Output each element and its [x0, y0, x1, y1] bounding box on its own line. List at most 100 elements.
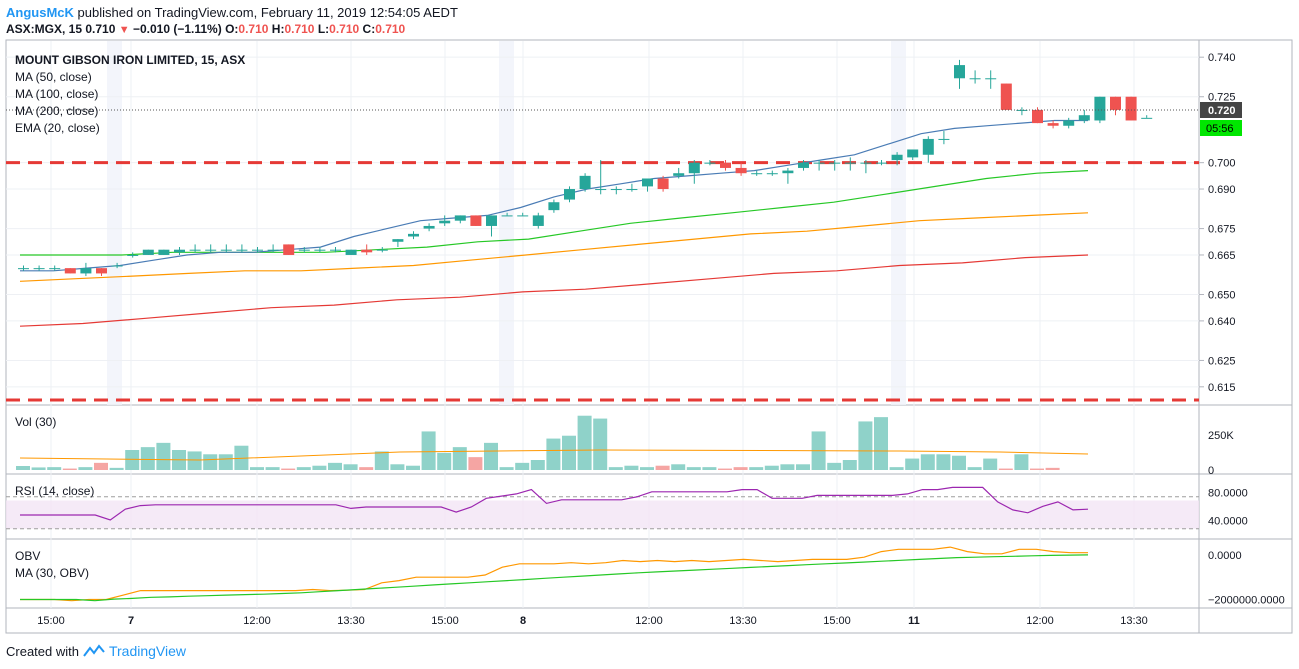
- candle-body: [704, 162, 716, 164]
- legend-ma50[interactable]: MA (50, close): [15, 70, 92, 84]
- volume-bar: [702, 467, 717, 470]
- volume-bar: [312, 465, 327, 470]
- candle-body: [408, 233, 419, 237]
- tradingview-logo-icon: [83, 644, 105, 657]
- rsi-line: [20, 486, 1089, 521]
- volume-bar: [780, 464, 795, 470]
- volume-bar: [1045, 467, 1060, 470]
- candle-body: [673, 173, 685, 176]
- session-breaks: [107, 41, 906, 405]
- session-break: [107, 41, 122, 405]
- volume-bar: [125, 450, 140, 470]
- volume-bar: [952, 455, 966, 470]
- time-tick-label: 15:00: [37, 615, 65, 627]
- time-tick-label: 15:00: [431, 615, 459, 627]
- ma50-line: [20, 170, 1089, 256]
- rsi-tick-label: 40.0000: [1208, 516, 1248, 528]
- price-tick-label: 0.690: [1208, 184, 1236, 196]
- volume-bar: [140, 447, 155, 470]
- h-label: H:: [271, 22, 285, 36]
- change-value: −0.010 (−1.11%): [132, 22, 222, 36]
- candle-body: [174, 249, 185, 253]
- moving-averages: [19, 119, 1089, 327]
- volume-bar: [577, 415, 592, 470]
- countdown-badge: [1200, 120, 1242, 136]
- candle-body: [751, 173, 763, 175]
- ema20-line: [20, 119, 1088, 272]
- volume-bar: [16, 466, 30, 470]
- candle-body: [657, 178, 669, 190]
- author-link[interactable]: AngusMcK: [6, 5, 74, 20]
- candle-body: [1032, 109, 1043, 124]
- volume-bar: [94, 462, 108, 470]
- volume-bar: [624, 465, 639, 470]
- candle-body: [1000, 83, 1012, 110]
- volume-bar: [203, 454, 218, 470]
- volume-bar: [109, 467, 124, 470]
- price-tick-label: 0.615: [1208, 382, 1236, 394]
- candle-body: [49, 268, 61, 270]
- volume-bar: [390, 464, 405, 470]
- volume-bar: [546, 438, 561, 470]
- volume-bar: [733, 467, 748, 470]
- c-value: 0.710: [375, 22, 406, 36]
- candle-body: [1016, 109, 1028, 111]
- candle-body: [392, 239, 404, 242]
- candle-body: [267, 249, 279, 251]
- candle-body: [1141, 117, 1153, 119]
- legend-ma200[interactable]: MA (200, close): [15, 104, 98, 118]
- candle-body: [844, 162, 856, 164]
- candle-body: [1078, 115, 1090, 121]
- down-arrow-icon: ▼: [118, 24, 130, 36]
- countdown-badge-text: 05:56: [1206, 123, 1234, 135]
- candle-body: [860, 162, 872, 164]
- price-tick-label: 0.625: [1208, 355, 1236, 367]
- vol-pane-label[interactable]: Vol (30): [15, 415, 56, 429]
- vol-tick-label: 0: [1208, 465, 1214, 477]
- candle-body: [907, 149, 919, 158]
- rsi-pane: [6, 486, 1199, 530]
- candle-body: [532, 215, 544, 226]
- obv-line: [20, 546, 1088, 602]
- volume-bar: [671, 464, 686, 470]
- candle-body: [595, 189, 607, 191]
- volume-bar: [47, 467, 62, 470]
- volume-bar: [250, 467, 264, 470]
- volume-bar: [281, 468, 296, 470]
- volume-bar: [1014, 454, 1029, 470]
- candle-body: [236, 249, 248, 251]
- candle-body: [298, 249, 310, 251]
- session-break: [499, 41, 514, 405]
- candle-body: [564, 189, 575, 200]
- volume-bar: [343, 464, 358, 470]
- candle-body: [18, 268, 29, 270]
- volume-bar: [936, 454, 951, 470]
- candle-body: [158, 249, 170, 255]
- candle-body: [423, 225, 435, 229]
- volume-bar: [1030, 468, 1044, 470]
- tradingview-brand[interactable]: TradingView: [108, 643, 187, 659]
- legend-ema20[interactable]: EMA (20, close): [15, 121, 100, 135]
- support-lines: [6, 161, 1199, 402]
- volume-bar: [983, 458, 998, 470]
- candle-body: [64, 268, 76, 274]
- volume-bar: [499, 467, 514, 470]
- ma100-line: [19, 212, 1089, 282]
- candle-body: [969, 78, 981, 80]
- candle-body: [876, 162, 887, 164]
- candle-body: [454, 215, 466, 221]
- footer: Created with TradingView: [6, 643, 186, 659]
- rsi-pane-label[interactable]: RSI (14, close): [15, 484, 94, 498]
- obv-pane-label[interactable]: OBV: [15, 549, 40, 563]
- candle-body: [189, 249, 201, 251]
- candle-body: [1063, 120, 1075, 126]
- obv-ma-label[interactable]: MA (30, OBV): [15, 566, 89, 580]
- volume-bar: [452, 447, 467, 470]
- candle-body: [626, 189, 638, 191]
- time-tick-label: 13:30: [1120, 615, 1148, 627]
- legend-ma100[interactable]: MA (100, close): [15, 87, 98, 101]
- vol-tick-label: 250K: [1208, 430, 1234, 442]
- time-tick-label: 12:00: [243, 615, 271, 627]
- candle-body: [735, 167, 747, 174]
